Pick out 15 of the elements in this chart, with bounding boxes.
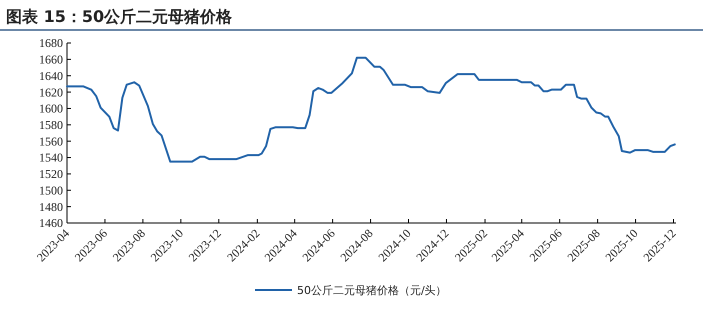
line-series xyxy=(66,56,676,163)
y-tick-label: 1500 xyxy=(39,183,63,198)
y-tick-label: 1660 xyxy=(39,52,63,67)
y-tick-label: 1600 xyxy=(39,102,63,116)
chart-title: 图表 15：50公斤二元母猪价格 xyxy=(6,7,234,26)
y-tick-label: 1460 xyxy=(39,216,63,230)
legend-label: 50公斤二元母猪价格（元/头） xyxy=(297,284,447,297)
y-tick-label: 1560 xyxy=(39,134,63,148)
y-tick-label: 1480 xyxy=(39,200,63,214)
y-tick-label: 1540 xyxy=(39,150,63,165)
y-tick-label: 1640 xyxy=(39,68,63,83)
y-tick-label: 1680 xyxy=(39,36,63,50)
y-tick-label: 1620 xyxy=(39,85,63,100)
y-tick-label: 1580 xyxy=(39,118,63,132)
y-tick-label: 1520 xyxy=(39,167,63,182)
